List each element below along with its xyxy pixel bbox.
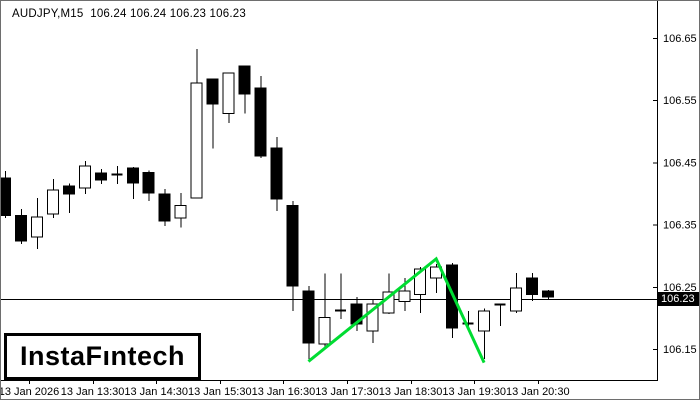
candle-bull-body: [414, 268, 427, 295]
x-axis-label: 13 Jan 14:30: [124, 386, 188, 398]
x-axis-label: 13 Jan 16:30: [252, 386, 316, 398]
candle-bear-body: [206, 78, 219, 105]
candle-bear-body: [270, 147, 283, 200]
candle-bull-body: [30, 216, 43, 238]
candle-bull-body: [366, 303, 379, 332]
candle-bull-body: [46, 189, 59, 215]
candle-bull-body: [174, 204, 187, 219]
x-axis-label: 13 Jan 18:30: [379, 386, 443, 398]
y-axis-label: 106.35: [663, 220, 697, 232]
candle-bear-body: [302, 290, 315, 344]
candle-bear-body: [238, 65, 251, 95]
candle-bear-body: [14, 214, 27, 242]
candle-bull-body: [190, 82, 203, 199]
candle-bear-body: [126, 167, 139, 184]
symbol-ohlc-title: AUDJPY,M15 106.24 106.24 106.23 106.23: [12, 8, 246, 20]
candle-bull-body: [222, 72, 235, 114]
x-axis-label: 13 Jan 15:30: [188, 386, 252, 398]
candle-bear-body: [526, 277, 539, 295]
y-axis-label: 106.45: [663, 157, 697, 169]
candle-bear-body: [94, 172, 107, 181]
x-axis-label: 13 Jan 17:30: [315, 386, 379, 398]
x-axis-label: 13 Jan 13:30: [61, 386, 125, 398]
x-axis-label: 13 Jan 19:30: [442, 386, 506, 398]
candle-bear-body: [158, 193, 171, 222]
candle-bull-body: [510, 287, 523, 312]
y-axis-label: 106.15: [663, 344, 697, 356]
y-axis-label: 106.25: [663, 282, 697, 294]
candle-bull-body: [398, 290, 411, 303]
x-axis-label: 13 Jan 2026: [1, 386, 59, 398]
candle-bull-body: [78, 165, 91, 189]
candle-bear-body: [541, 290, 554, 298]
candle-bull-body: [318, 316, 331, 345]
candle-bear-body: [254, 87, 267, 157]
candle-bear-body: [142, 171, 155, 194]
y-axis-label: 106.55: [663, 95, 697, 107]
candle-bear-body: [1, 177, 11, 216]
instafintech-logo-text: InstaFıntech: [19, 341, 186, 371]
candle-bull-body: [478, 310, 491, 332]
y-axis-label: 106.65: [663, 33, 697, 45]
candle-bear-body: [62, 185, 75, 195]
zigzag-line[interactable]: [307, 256, 486, 364]
current-price-badge: 106.23: [658, 292, 699, 306]
candle-bear-body: [286, 204, 299, 287]
x-axis-label: 13 Jan 20:30: [506, 386, 570, 398]
instafintech-watermark: InstaFıntech: [4, 333, 201, 380]
